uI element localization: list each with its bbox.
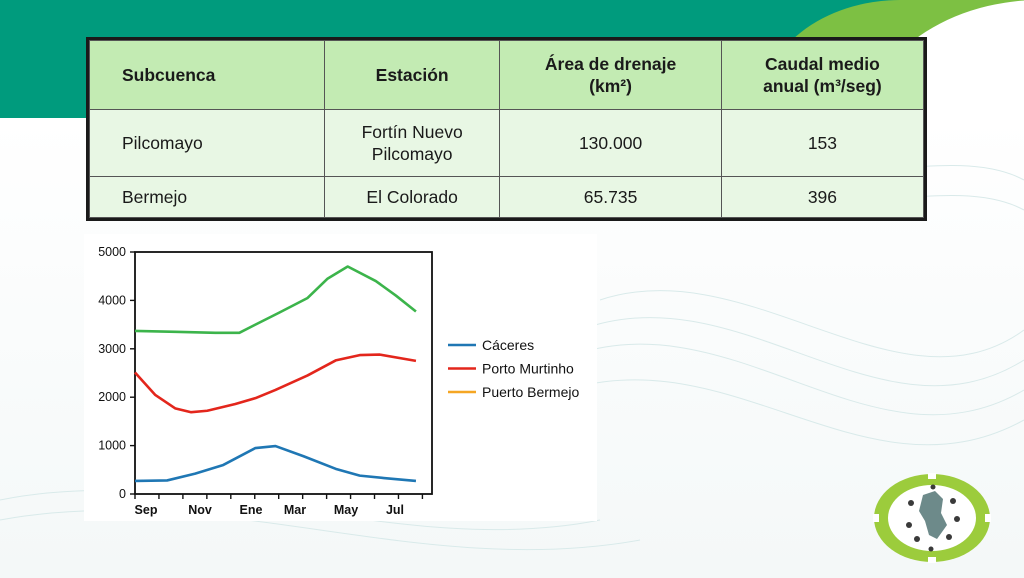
legend-label: Puerto Bermejo xyxy=(482,384,579,400)
header-subcuenca: Subcuenca xyxy=(89,40,325,110)
table-cell: El Colorado xyxy=(323,176,501,218)
cell-text-line: El Colorado xyxy=(366,187,458,207)
y-tick-label: 4000 xyxy=(98,293,126,307)
cell-text-line: 130.000 xyxy=(578,133,643,153)
header-area: Área de drenaje (km²) xyxy=(499,40,722,110)
cell-text-line: Bermejo xyxy=(122,187,188,207)
cell-text-line: 396 xyxy=(807,187,838,207)
table-cell: Fortín Nuevo Pilcomayo xyxy=(323,109,501,177)
logo-gear-teeth xyxy=(873,473,991,563)
x-tick-label: Jul xyxy=(386,503,404,517)
series-line xyxy=(134,265,417,335)
cell-text-line: Pilcomayo xyxy=(122,133,203,153)
cell-text-line: (km²) xyxy=(589,76,632,96)
legend-label: Porto Murtinho xyxy=(482,361,574,377)
x-tick-label: Sep xyxy=(135,503,158,517)
y-tick-label: 5000 xyxy=(98,245,126,259)
logo-small-icons xyxy=(906,484,960,552)
cell-text-line: Subcuenca xyxy=(122,65,216,85)
table-cell: 130.000 xyxy=(499,109,722,177)
x-tick-label: Nov xyxy=(188,503,212,517)
table-cell: 65.735 xyxy=(499,176,722,218)
table-cell: 396 xyxy=(720,176,925,218)
table-row: Bermejo El Colorado 65.735 396 xyxy=(89,176,925,218)
header-estacion: Estación xyxy=(323,40,501,110)
x-tick-label: May xyxy=(334,503,358,517)
flow-chart-svg: 0 1000 2000 3000 4000 5000 Sep Nov Ene Mar May Jul C… xyxy=(98,245,579,517)
table-cell: Bermejo xyxy=(89,176,325,218)
cell-text-line: Caudal medio xyxy=(765,54,880,74)
x-tick-label: Mar xyxy=(284,503,306,517)
organization-logo xyxy=(873,473,991,563)
series-line xyxy=(134,444,417,483)
table-header-row: Subcuenca Estación Área de drenaje (km²) … xyxy=(89,40,925,110)
table-cell: 153 xyxy=(720,109,925,177)
drainage-table: Subcuenca Estación Área de drenaje (km²) … xyxy=(86,37,927,221)
cell-text-line: anual (m³/seg) xyxy=(763,76,882,96)
y-tick-label: 3000 xyxy=(98,342,126,356)
cell-text-line: 65.735 xyxy=(583,187,638,207)
table-cell: Pilcomayo xyxy=(89,109,325,177)
legend-label: Cáceres xyxy=(482,337,534,353)
logo-map-icon xyxy=(919,491,947,539)
x-tick-label: Ene xyxy=(240,503,263,517)
cell-text-line: Pilcomayo xyxy=(371,144,453,164)
cell-text-line: Área de drenaje xyxy=(544,54,677,74)
cell-text-line: Estación xyxy=(375,65,449,85)
y-tick-label: 1000 xyxy=(98,439,126,453)
cell-text-line: Fortín Nuevo xyxy=(361,122,463,142)
y-tick-label: 2000 xyxy=(98,390,126,404)
header-caudal: Caudal medio anual (m³/seg) xyxy=(720,40,925,110)
table-row: Pilcomayo Fortín Nuevo Pilcomayo 130.000 … xyxy=(89,109,925,177)
series-line xyxy=(134,353,417,414)
y-tick-label: 0 xyxy=(119,487,126,501)
flow-chart: 0 1000 2000 3000 4000 5000 Sep Nov Ene Mar May Jul C… xyxy=(84,234,597,521)
cell-text-line: 153 xyxy=(807,133,838,153)
